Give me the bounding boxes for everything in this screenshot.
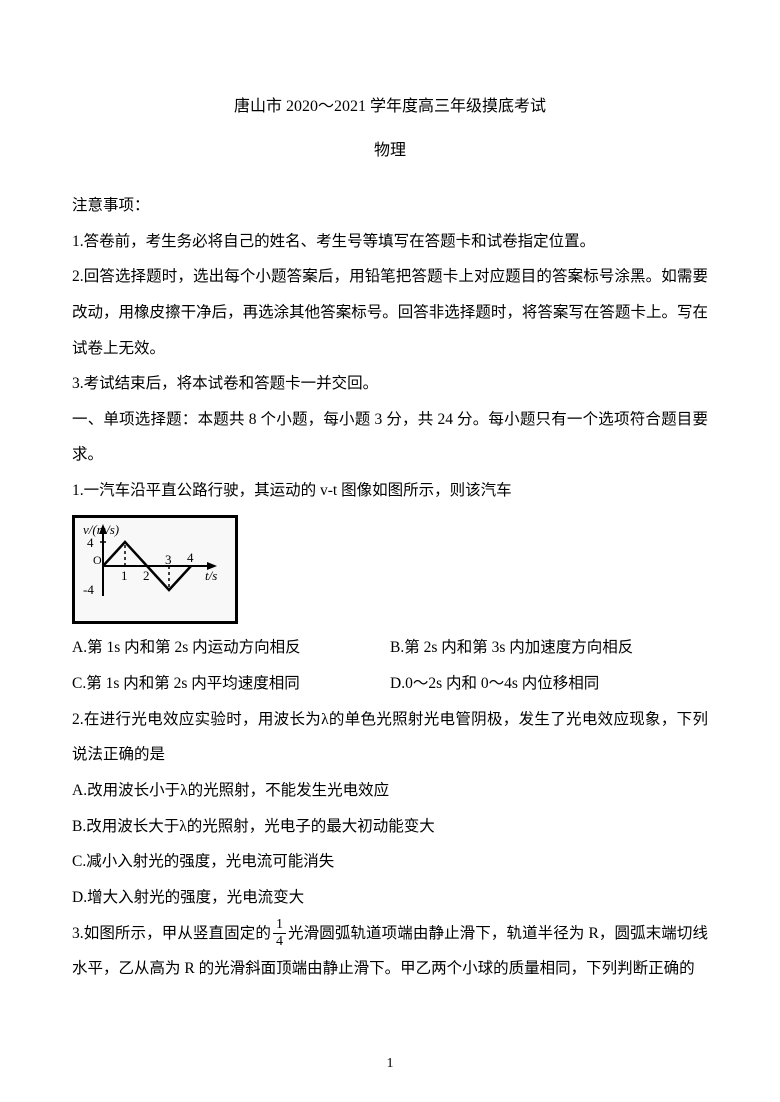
- graph-xlabel: t/s: [205, 568, 217, 583]
- y-tick-label: 4: [87, 535, 94, 550]
- question-3: 3.如图所示，甲从竖直固定的14光滑圆弧轨道项端由静止滑下，轨道半径为 R，圆弧…: [72, 916, 708, 987]
- fraction: 14: [273, 918, 286, 949]
- question-1: 1.一汽车沿平直公路行驶，其运动的 v-t 图像如图所示，则该汽车 v/(m/s…: [72, 473, 708, 702]
- fraction-denominator: 4: [273, 934, 286, 949]
- question-stem: 1.一汽车沿平直公路行驶，其运动的 v-t 图像如图所示，则该汽车: [72, 473, 708, 509]
- question-2: 2.在进行光电效应实验时，用波长为λ的单色光照射光电管阴极，发生了光电效应现象，…: [72, 702, 708, 916]
- notice-item: 1.答卷前，考生务必将自己的姓名、考生号等填写在答题卡和试卷指定位置。: [72, 224, 708, 260]
- page-number: 1: [0, 1056, 780, 1072]
- notice-heading: 注意事项：: [72, 188, 708, 224]
- section-heading: 一、单项选择题：本题共 8 个小题，每小题 3 分，共 24 分。每小题只有一个…: [72, 402, 708, 473]
- x-tick-label: 4: [187, 550, 194, 565]
- question-stem-part: 3.如图所示，甲从竖直固定的: [72, 925, 271, 942]
- x-tick-label: 1: [121, 568, 128, 583]
- option-D: D.0～2s 内和 0～4s 内位移相同: [390, 666, 708, 702]
- notice-item: 3.考试结束后，将本试卷和答题卡一并交回。: [72, 366, 708, 402]
- y-tick-label: -4: [83, 582, 94, 597]
- options-row: A.第 1s 内和第 2s 内运动方向相反 B.第 2s 内和第 3s 内加速度…: [72, 630, 708, 701]
- option-C: C.减小入射光的强度，光电流可能消失: [72, 844, 708, 880]
- vt-graph: v/(m/s) 4 -4 O 1 2 3 4 t/s: [72, 515, 238, 625]
- notice-item: 2.回答选择题时，选出每个小题答案后，用铅笔把答题卡上对应题目的答案标号涂黑。如…: [72, 259, 708, 366]
- option-A: A.第 1s 内和第 2s 内运动方向相反: [72, 630, 390, 666]
- option-D: D.增大入射光的强度，光电流变大: [72, 880, 708, 916]
- exam-subject: 物理: [72, 136, 708, 160]
- option-A: A.改用波长小于λ的光照射，不能发生光电效应: [72, 773, 708, 809]
- option-C: C.第 1s 内和第 2s 内平均速度相同: [72, 666, 390, 702]
- origin-label: O: [93, 553, 102, 567]
- x-tick-label: 2: [143, 568, 150, 583]
- fraction-numerator: 1: [273, 918, 286, 934]
- exam-title: 唐山市 2020～2021 学年度高三年级摸底考试: [72, 92, 708, 116]
- vt-graph-svg: v/(m/s) 4 -4 O 1 2 3 4 t/s: [81, 522, 229, 606]
- option-B: B.第 2s 内和第 3s 内加速度方向相反: [390, 630, 708, 666]
- option-B: B.改用波长大于λ的光照射，光电子的最大初动能变大: [72, 809, 708, 845]
- x-tick-label: 3: [165, 552, 172, 567]
- question-stem: 2.在进行光电效应实验时，用波长为λ的单色光照射光电管阴极，发生了光电效应现象，…: [72, 702, 708, 773]
